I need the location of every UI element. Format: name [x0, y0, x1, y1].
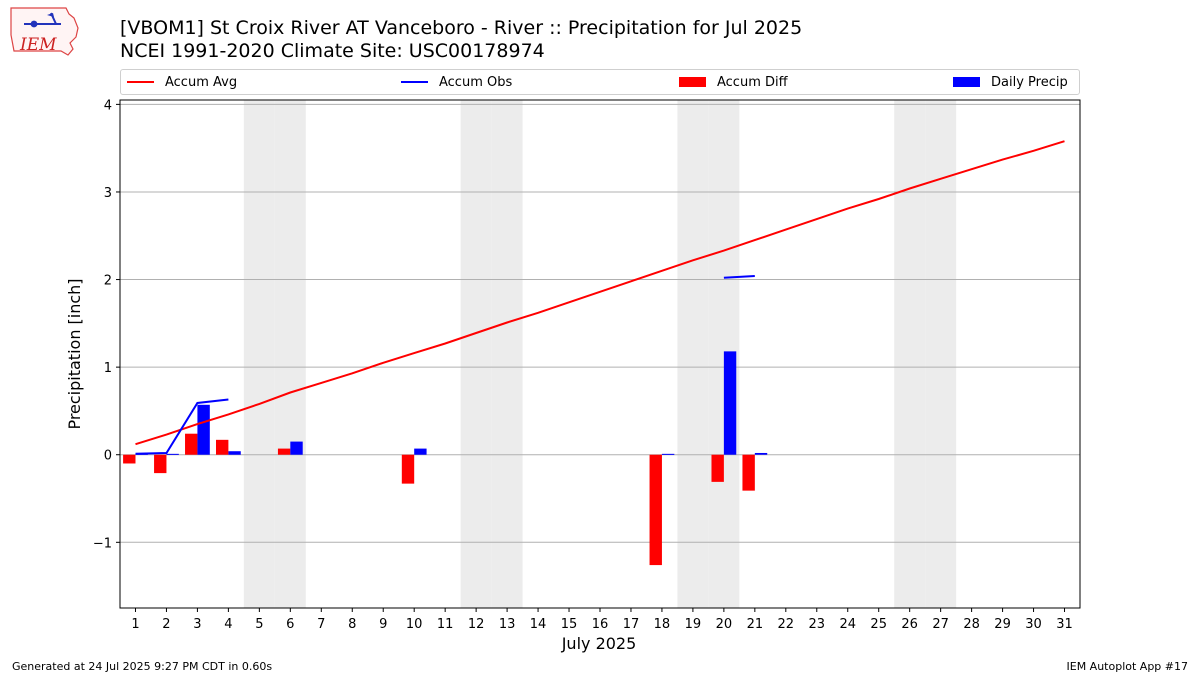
legend-swatch-daily-precip — [953, 77, 980, 87]
x-tick-label: 2 — [162, 617, 170, 632]
legend-item-accum-avg: Accum Avg — [127, 70, 237, 94]
weekend-shade-day-12 — [460, 100, 492, 608]
x-tick-label: 11 — [437, 617, 454, 632]
y-tick-label: 3 — [104, 186, 112, 201]
legend-item-daily-precip: Daily Precip — [953, 70, 1068, 94]
weekend-shade-day-13 — [491, 100, 523, 608]
legend-label-accum-avg: Accum Avg — [165, 74, 238, 90]
x-tick-label: 20 — [716, 617, 733, 632]
x-tick-label: 16 — [592, 617, 609, 632]
x-tick-label: 4 — [224, 617, 232, 632]
accum-avg-line — [135, 140, 1065, 446]
y-axis-label: Precipitation [inch] — [65, 278, 84, 429]
x-tick-label: 29 — [994, 617, 1011, 632]
x-tick-label: 25 — [870, 617, 887, 632]
x-tick-label: 30 — [1025, 617, 1042, 632]
daily-precip-bar-day-18 — [661, 453, 675, 455]
x-tick-label: 17 — [623, 617, 640, 632]
accum-diff-bar-day-20 — [711, 454, 724, 482]
y-tick-label: 1 — [104, 361, 112, 376]
legend-label-accum-obs: Accum Obs — [439, 74, 513, 90]
x-tick-label: 27 — [932, 617, 949, 632]
legend: Accum Avg Accum Obs Accum Diff Daily Pre… — [120, 69, 1080, 95]
accum-diff-bar-day-1 — [123, 454, 136, 464]
logo-text: IEM — [19, 35, 57, 55]
accum-obs-line — [135, 398, 229, 455]
x-tick-label: 8 — [348, 617, 356, 632]
daily-precip-bar-day-2 — [166, 453, 179, 455]
x-tick-label: 18 — [654, 617, 671, 632]
daily-precip-bar-day-20 — [723, 351, 737, 455]
daily-precip-bar-day-6 — [290, 441, 303, 455]
y-tick-label: 0 — [104, 449, 112, 464]
iem-logo-icon: IEM — [10, 7, 79, 56]
accum-diff-bar-day-6 — [277, 448, 291, 455]
x-tick-label: 1 — [131, 617, 139, 632]
weekend-shade-day-27 — [925, 100, 957, 608]
legend-item-accum-obs: Accum Obs — [401, 70, 512, 94]
accum-diff-bar-day-21 — [742, 454, 755, 491]
app-label: IEM Autoplot App #17 — [1066, 660, 1189, 673]
x-tick-label: 3 — [193, 617, 201, 632]
y-tick-label: 2 — [104, 274, 112, 289]
accum-diff-bar-day-2 — [154, 454, 167, 474]
x-tick-label: 23 — [809, 617, 826, 632]
weekend-shade-day-19 — [677, 100, 709, 608]
legend-swatch-accum-obs — [401, 81, 428, 83]
y-tick-label: 4 — [104, 98, 112, 113]
weekend-shade-day-26 — [894, 100, 926, 608]
x-tick-label: 26 — [901, 617, 918, 632]
accum-diff-bar-day-18 — [649, 454, 662, 566]
plot-frame — [119, 99, 1081, 609]
x-tick-label: 6 — [286, 617, 294, 632]
x-tick-label: 14 — [530, 617, 547, 632]
legend-swatch-accum-avg — [127, 81, 154, 83]
x-tick-label: 5 — [255, 617, 263, 632]
x-tick-label: 21 — [747, 617, 764, 632]
x-tick-label: 19 — [685, 617, 702, 632]
x-tick-label: 12 — [468, 617, 485, 632]
daily-precip-bar-day-10 — [414, 448, 427, 455]
x-tick-label: 28 — [963, 617, 980, 632]
x-tick-label: 13 — [499, 617, 516, 632]
daily-precip-bar-day-4 — [228, 451, 241, 455]
legend-label-daily-precip: Daily Precip — [991, 74, 1068, 90]
chart-title: [VBOM1] St Croix River AT Vanceboro - Ri… — [120, 17, 803, 39]
accum-obs-line — [723, 275, 755, 279]
x-tick-label: 24 — [839, 617, 856, 632]
legend-label-accum-diff: Accum Diff — [717, 74, 788, 90]
y-tick-label: −1 — [93, 536, 112, 551]
legend-item-accum-diff: Accum Diff — [679, 70, 788, 94]
legend-swatch-accum-diff — [679, 77, 706, 87]
weekend-shade-day-6 — [274, 100, 306, 608]
x-tick-label: 7 — [317, 617, 325, 632]
accum-diff-bar-day-3 — [185, 433, 198, 455]
chart-subtitle: NCEI 1991-2020 Climate Site: USC00178974 — [120, 40, 545, 62]
x-tick-label: 15 — [561, 617, 578, 632]
accum-diff-bar-day-4 — [216, 439, 229, 455]
weekend-shade-day-5 — [243, 100, 275, 608]
daily-precip-bar-day-21 — [754, 452, 768, 455]
x-axis-label: July 2025 — [561, 634, 637, 653]
generated-timestamp: Generated at 24 Jul 2025 9:27 PM CDT in … — [12, 660, 273, 673]
x-tick-label: 10 — [406, 617, 423, 632]
accum-diff-bar-day-10 — [401, 454, 415, 484]
daily-precip-bar-day-3 — [197, 404, 210, 455]
x-tick-label: 31 — [1056, 617, 1073, 632]
x-tick-label: 22 — [778, 617, 795, 632]
x-tick-label: 9 — [379, 617, 387, 632]
